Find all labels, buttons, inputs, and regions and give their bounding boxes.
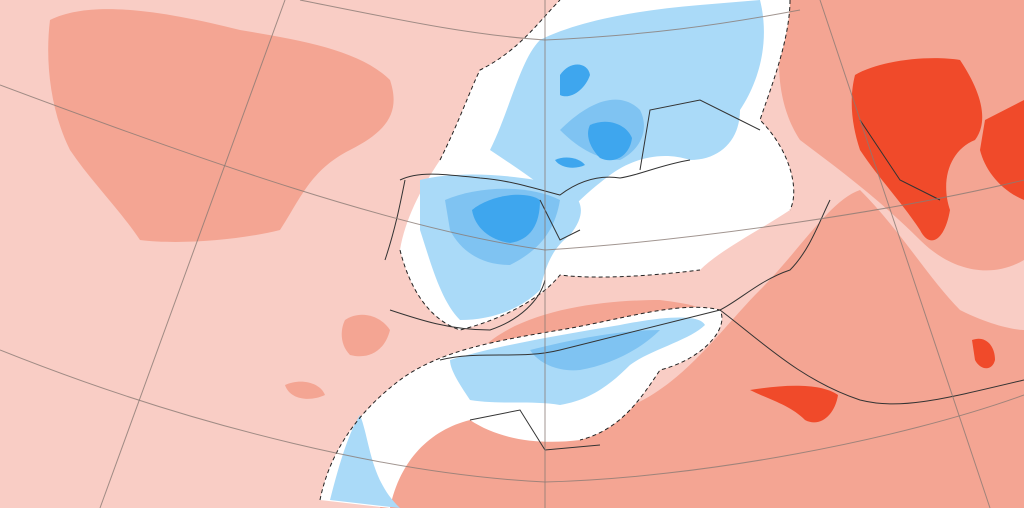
- warm-area: [48, 9, 394, 242]
- warm-area: [341, 314, 390, 357]
- strong-cool-area: [472, 194, 540, 243]
- zero-contour: [399, 249, 701, 331]
- longitude-line: [99, 0, 286, 508]
- moderate-cool-area: [530, 330, 660, 371]
- strong-cool-area: [560, 64, 590, 97]
- strong-warm-area: [980, 100, 1024, 200]
- strong-cool-area: [588, 121, 632, 161]
- strong-warm-area: [851, 58, 983, 241]
- border: [469, 99, 941, 451]
- zero-contour: [319, 306, 723, 501]
- zero-contour: [439, 0, 795, 211]
- strong-warm-area: [972, 338, 995, 369]
- strong-cool-area: [555, 157, 585, 168]
- strong-warm-area: [750, 385, 838, 423]
- warm-area: [285, 381, 325, 399]
- longitude-line: [819, 0, 991, 508]
- cool-area: [330, 415, 400, 508]
